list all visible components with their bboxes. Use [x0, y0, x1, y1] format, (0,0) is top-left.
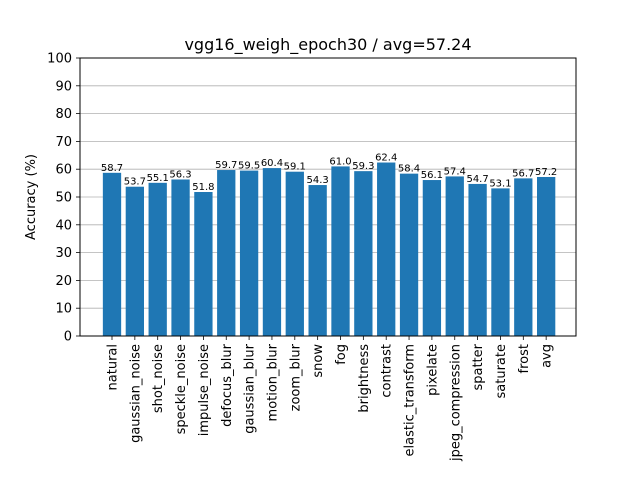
x-tick-label-gaussian_blur: gaussian_blur — [243, 343, 258, 433]
y-tick-label: 40 — [55, 218, 72, 233]
bar-brightness — [354, 171, 373, 336]
x-tick-label-zoom_blur: zoom_blur — [288, 343, 303, 411]
y-tick-label: 0 — [64, 330, 72, 345]
data-label-impulse_noise: 51.8 — [192, 182, 214, 193]
data-label-motion_blur: 60.4 — [261, 158, 283, 169]
x-tick-label-snow: snow — [311, 344, 326, 378]
bar-contrast — [377, 162, 396, 336]
data-label-avg: 57.2 — [535, 167, 557, 178]
plot-frame — [79, 57, 577, 337]
data-label-zoom_blur: 59.1 — [284, 162, 306, 173]
chart-title: vgg16_weigh_epoch30 / avg=57.24 — [184, 35, 471, 55]
y-tick-label: 50 — [55, 191, 72, 206]
bar-snow — [308, 185, 327, 336]
data-label-speckle_noise: 56.3 — [169, 169, 191, 180]
data-label-spatter: 54.7 — [466, 174, 488, 185]
y-tick-label: 60 — [55, 163, 72, 178]
data-label-jpeg_compression: 57.4 — [444, 166, 466, 177]
bar-avg — [537, 176, 556, 336]
bar-frost — [514, 178, 533, 336]
x-tick-label-spatter: spatter — [471, 343, 486, 390]
data-label-saturate: 53.1 — [489, 178, 511, 189]
x-tick-label-contrast: contrast — [380, 344, 395, 398]
x-tick-label-brightness: brightness — [357, 344, 372, 413]
bar-spatter — [468, 183, 487, 336]
bar-gaussian_noise — [125, 186, 144, 336]
data-label-shot_noise: 55.1 — [147, 173, 169, 184]
y-tick-label: 80 — [55, 107, 72, 122]
data-label-contrast: 62.4 — [375, 153, 397, 164]
bar-impulse_noise — [194, 191, 213, 336]
x-tick-label-fog: fog — [334, 344, 349, 365]
bar-fog — [331, 166, 350, 336]
bar-defocus_blur — [217, 170, 236, 336]
bar-pixelate — [422, 180, 442, 336]
y-tick-label: 30 — [55, 246, 72, 261]
x-tick-label-saturate: saturate — [494, 344, 509, 398]
x-tick-label-impulse_noise: impulse_noise — [197, 344, 212, 436]
bar-elastic_transform — [399, 173, 419, 336]
data-label-defocus_blur: 59.7 — [215, 160, 237, 171]
data-label-snow: 54.3 — [307, 175, 329, 186]
bar-natural — [102, 172, 122, 336]
y-tick-labels: 0 10 20 30 40 50 60 70 80 90 100 — [47, 52, 80, 345]
x-tick-label-natural: natural — [106, 344, 121, 390]
bar-jpeg_compression — [445, 176, 464, 336]
data-label-natural: 58.7 — [101, 163, 123, 174]
x-tick-label-gaussian_noise: gaussian_noise — [128, 344, 143, 443]
data-label-gaussian_blur: 59.5 — [238, 161, 260, 172]
data-label-brightness: 59.3 — [352, 161, 374, 172]
bar-gaussian_blur — [239, 170, 259, 336]
x-tick-labels: natural gaussian_noise shot_noise speckle_n… — [106, 336, 555, 462]
bar-zoom_blur — [285, 171, 304, 336]
data-label-gaussian_noise: 53.7 — [124, 177, 146, 188]
bar-shot_noise — [148, 182, 167, 336]
y-tick-label: 10 — [55, 302, 72, 317]
bars — [102, 162, 556, 336]
x-tick-label-shot_noise: shot_noise — [151, 344, 166, 413]
y-tick-label: 70 — [55, 135, 72, 150]
y-tick-label: 90 — [55, 79, 72, 94]
x-tick-label-jpeg_compression: jpeg_compression — [448, 344, 463, 462]
x-tick-label-defocus_blur: defocus_blur — [220, 343, 235, 427]
x-tick-label-avg: avg — [540, 344, 555, 368]
data-labels: 58.753.7 55.1 56.351.859.7 59.5 60.4 59.154.3… — [101, 153, 557, 193]
x-tick-label-motion_blur: motion_blur — [265, 343, 280, 421]
data-label-elastic_transform: 58.4 — [398, 164, 420, 175]
y-tick-label: 20 — [55, 274, 72, 289]
bar-motion_blur — [262, 168, 282, 336]
data-label-fog: 61.0 — [329, 156, 351, 167]
y-axis-label: Accuracy (%) — [24, 154, 39, 240]
bar-speckle_noise — [171, 179, 190, 336]
data-label-frost: 56.7 — [512, 168, 534, 179]
x-tick-label-pixelate: pixelate — [425, 344, 440, 396]
y-tick-label: 100 — [47, 52, 72, 67]
data-label-pixelate: 56.1 — [421, 170, 443, 181]
x-tick-label-elastic_transform: elastic_transform — [403, 344, 418, 456]
x-tick-label-speckle_noise: speckle_noise — [174, 344, 189, 434]
bar-saturate — [491, 188, 510, 336]
x-tick-label-frost: frost — [517, 344, 532, 373]
